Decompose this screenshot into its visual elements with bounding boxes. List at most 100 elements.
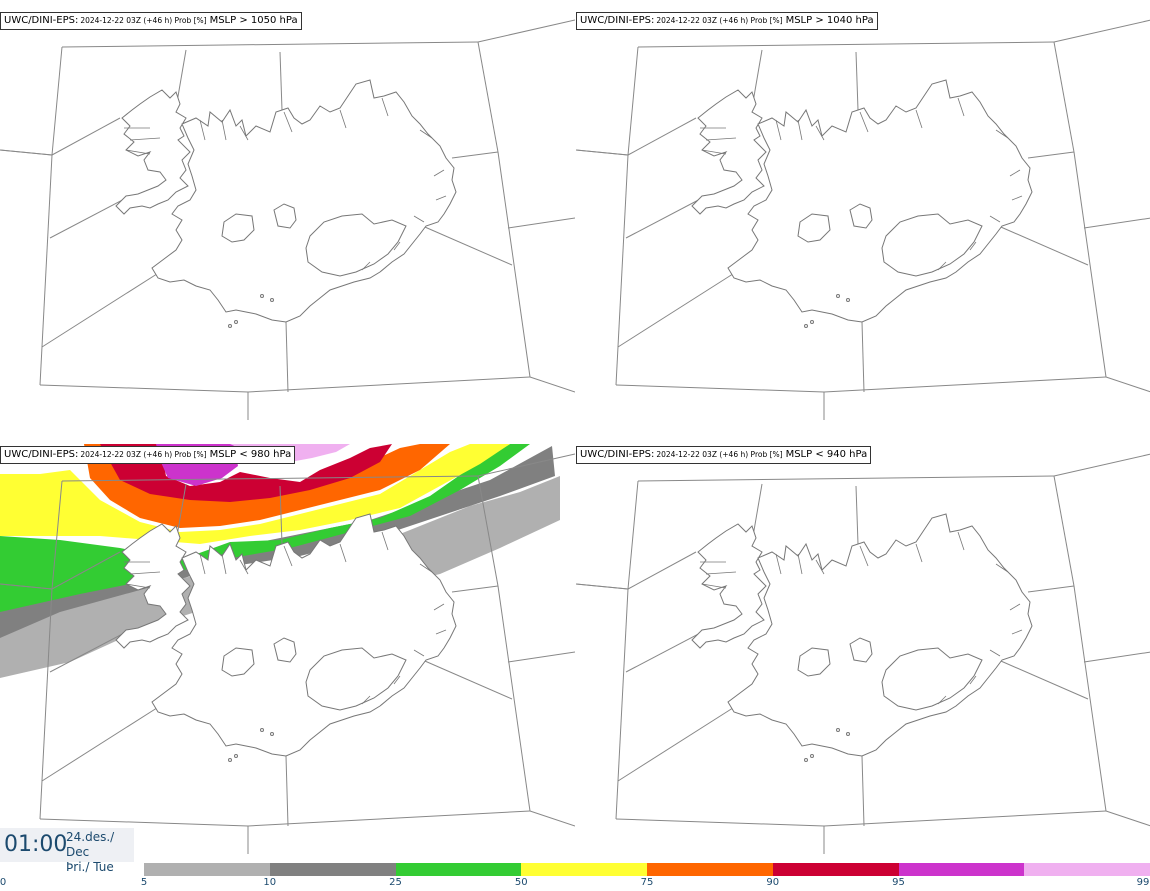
panel-title: UWC/DINI-EPS: 2024-12-22 03Z (+46 h) Prob… — [0, 12, 302, 30]
colorbar-tick-label: 0 — [0, 877, 7, 888]
fjord-line — [937, 261, 947, 271]
boundary-line — [993, 223, 1089, 266]
boundary-line — [823, 376, 1107, 393]
boundary-line — [1083, 217, 1150, 229]
fjord-line — [797, 553, 803, 575]
boundary-line — [279, 51, 283, 111]
fjord-line — [199, 553, 206, 575]
fjord-line — [129, 571, 161, 575]
fjord-line — [937, 695, 947, 705]
boundary-line — [41, 705, 161, 782]
boundary-line — [61, 475, 479, 482]
fjord-line — [125, 149, 151, 155]
boundary-line — [576, 583, 629, 590]
boundary-line — [615, 154, 629, 386]
panel-title: UWC/DINI-EPS: 2024-12-22 03Z (+46 h) Prob… — [0, 446, 296, 464]
island — [804, 758, 808, 762]
boundary-line — [507, 651, 575, 663]
fjord-line — [381, 97, 389, 117]
lake-outline — [797, 647, 831, 677]
fjord-line — [775, 119, 782, 141]
boundary-line — [1027, 151, 1075, 159]
fjord-line — [419, 563, 433, 573]
boundary-line — [993, 657, 1089, 700]
boundary-line — [477, 41, 499, 153]
colorbar-tick-label: 5 — [140, 877, 148, 888]
fjord-line — [815, 559, 825, 575]
fjord-line — [915, 543, 923, 563]
fjord-line — [361, 261, 371, 271]
boundary-line — [51, 551, 121, 590]
iceland-coastline — [691, 513, 1033, 757]
fjord-line — [381, 531, 389, 551]
island — [810, 754, 814, 758]
fjord-line — [957, 97, 965, 117]
colorbar-tick-label: 99 — [1136, 877, 1150, 888]
fjord-line — [1009, 603, 1021, 611]
boundary-line — [615, 384, 825, 393]
fjords — [700, 531, 1023, 705]
colorbar-tick-label: 50 — [514, 877, 528, 888]
boundary-line — [1083, 651, 1150, 663]
boundary-line — [49, 629, 131, 673]
boundary-line — [529, 810, 575, 827]
boundary-line — [823, 810, 1107, 827]
admin-boundaries — [0, 19, 575, 420]
map-panel-mslp-gt-1040: UWC/DINI-EPS: 2024-12-22 03Z (+46 h) Prob… — [576, 0, 1150, 434]
fjord-line — [995, 563, 1009, 573]
boundary-line — [451, 585, 499, 593]
iceland-coastline — [691, 79, 1033, 323]
fjord-line — [815, 125, 825, 141]
panel-title: UWC/DINI-EPS: 2024-12-22 03Z (+46 h) Prob… — [576, 446, 872, 464]
lake-outline — [849, 203, 873, 229]
boundary-line — [1053, 453, 1150, 477]
fjord-line — [339, 109, 347, 129]
boundary-line — [1053, 19, 1150, 43]
boundary-line — [1105, 810, 1150, 827]
map-canvas — [0, 444, 575, 854]
island — [836, 728, 840, 732]
boundary-line — [529, 376, 575, 393]
lake-outline — [849, 637, 873, 663]
boundary-line — [625, 629, 707, 673]
fjord-line — [435, 195, 447, 201]
fjord-line — [705, 137, 737, 141]
lake-outline — [881, 213, 983, 277]
admin-boundaries — [576, 453, 1150, 854]
island — [260, 728, 264, 732]
boundary-line — [49, 195, 131, 239]
map-panel-mslp-gt-1050: UWC/DINI-EPS: 2024-12-22 03Z (+46 h) Prob… — [0, 0, 575, 434]
colorbar-segment — [647, 863, 773, 876]
boundary-line — [451, 151, 499, 159]
boundary-line — [1073, 151, 1107, 378]
colorbar-tick-label: 10 — [263, 877, 277, 888]
fjord-line — [775, 553, 782, 575]
valid-time-date: 24.des./ Dec Þri./ Tue — [66, 830, 134, 875]
boundary-line — [285, 755, 289, 827]
boundary-line — [855, 485, 859, 545]
island — [234, 754, 238, 758]
boundary-line — [627, 46, 639, 156]
boundary-line — [637, 41, 1055, 48]
fjord-line — [915, 109, 923, 129]
boundary-line — [477, 475, 499, 587]
iceland-coastline — [115, 513, 457, 757]
boundary-line — [247, 810, 531, 827]
island — [270, 732, 274, 736]
boundary-line — [497, 585, 531, 812]
probability-band — [0, 444, 510, 544]
island — [804, 324, 808, 328]
fjord-line — [433, 169, 445, 177]
colorbar-segment — [898, 863, 1025, 876]
fjord-line — [995, 129, 1009, 139]
boundary-line — [507, 217, 575, 229]
boundary-line — [855, 51, 859, 111]
boundary-line — [51, 480, 63, 590]
fjord-line — [705, 571, 737, 575]
boundary-line — [861, 755, 865, 827]
fjord-line — [283, 545, 293, 567]
boundary-line — [477, 453, 575, 477]
island — [234, 320, 238, 324]
boundary-line — [627, 551, 697, 590]
boundary-line — [576, 149, 629, 156]
